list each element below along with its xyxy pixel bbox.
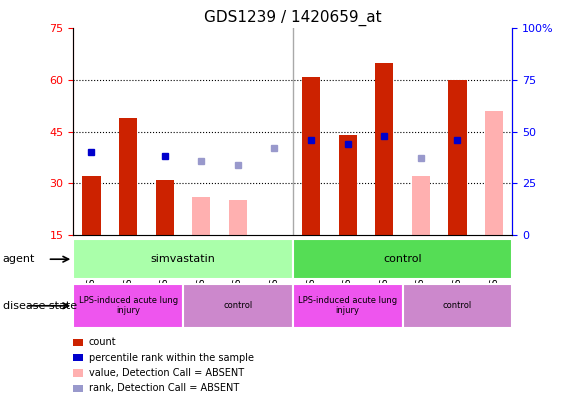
Bar [293,284,403,328]
Bar [73,284,183,328]
Text: control: control [443,301,472,310]
Bar [338,135,357,235]
Bar [82,177,101,235]
Text: value, Detection Call = ABSENT: value, Detection Call = ABSENT [89,368,244,378]
Text: control: control [224,301,252,310]
Text: percentile rank within the sample: percentile rank within the sample [89,353,254,362]
Bar [375,63,394,235]
Text: simvastatin: simvastatin [150,254,216,264]
Bar [293,239,512,279]
Bar [155,180,174,235]
Bar [403,284,512,328]
Bar [192,197,211,235]
Title: GDS1239 / 1420659_at: GDS1239 / 1420659_at [204,9,382,26]
Bar [229,200,247,235]
Text: disease state: disease state [3,301,77,311]
Bar [73,239,293,279]
Bar [119,118,137,235]
Bar [412,177,430,235]
Text: LPS-induced acute lung
injury: LPS-induced acute lung injury [78,296,178,315]
Text: agent: agent [3,254,35,264]
Bar [485,111,503,235]
Text: control: control [383,254,422,264]
Bar [183,284,293,328]
Bar [302,77,320,235]
Bar [448,80,467,235]
Text: LPS-induced acute lung
injury: LPS-induced acute lung injury [298,296,397,315]
Text: count: count [89,337,117,347]
Text: rank, Detection Call = ABSENT: rank, Detection Call = ABSENT [89,384,239,393]
